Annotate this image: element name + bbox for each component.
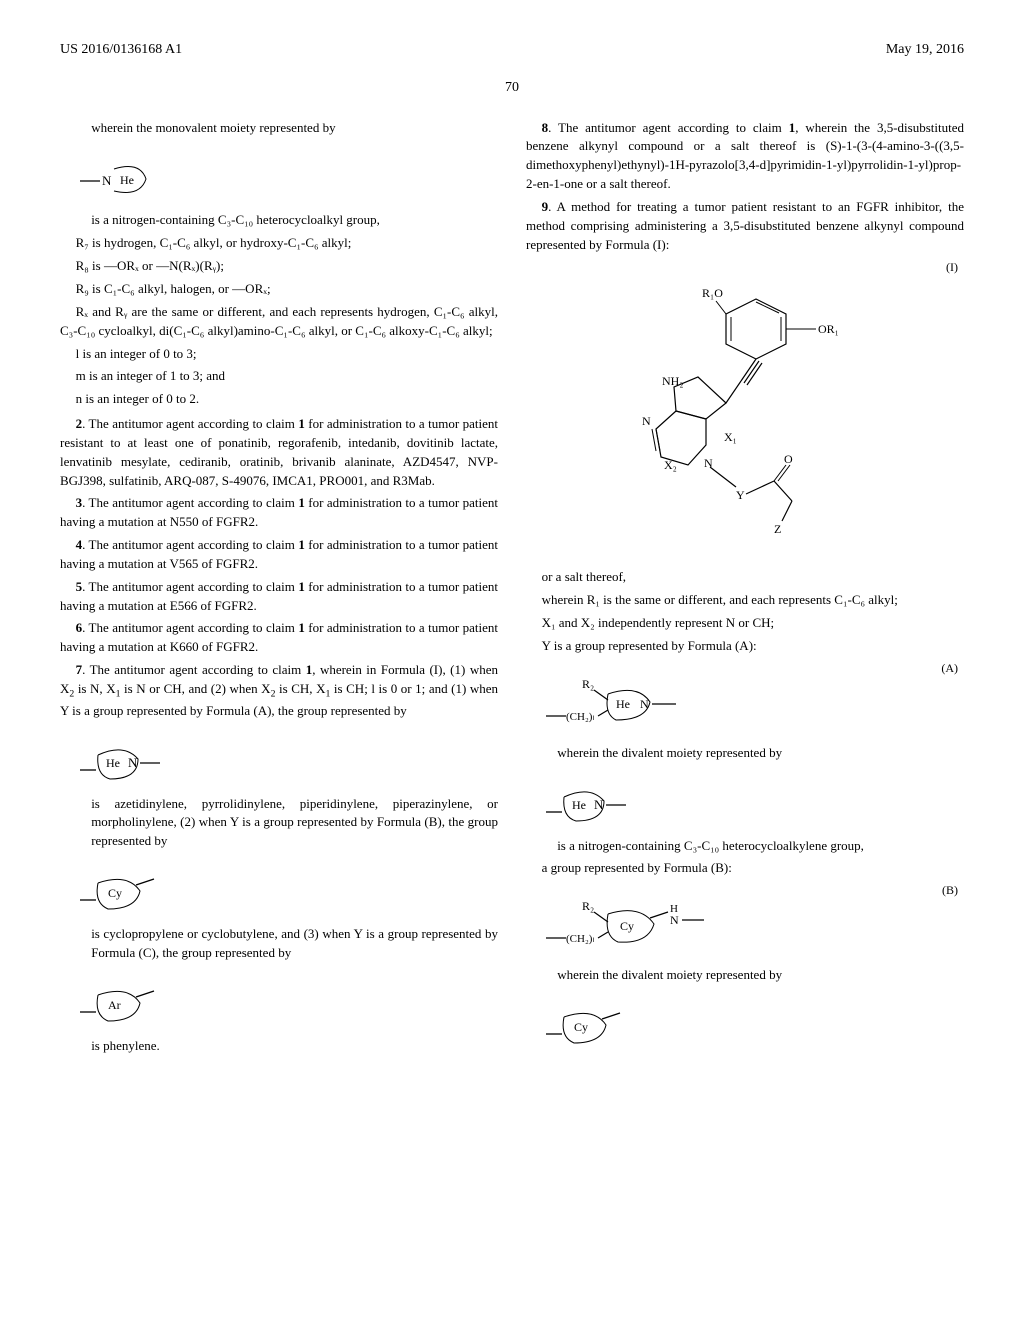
svg-text:N: N [642,414,651,428]
content-columns: wherein the monovalent moiety represente… [60,119,964,1060]
para: R₇ is hydrogen, C₁-C₆ alkyl, or hydroxy-… [60,234,498,253]
svg-text:Cy: Cy [108,886,122,900]
svg-text:R₂: R₂ [582,677,594,691]
para: is azetidinylene, pyrrolidinylene, piper… [60,795,498,852]
para: R₈ is —ORₓ or —N(Rₓ)(Rᵧ); [60,257,498,276]
formula-n-he: N He [80,151,498,197]
formula-he-n-2: He N [546,777,964,823]
svg-text:N: N [594,797,604,812]
para: Rₓ and Rᵧ are the same or different, and… [60,303,498,341]
para: R₉ is C₁-C₆ alkyl, halogen, or —ORₓ; [60,280,498,299]
formula-A: R₂ (CH₂)ₗ He N [546,670,964,730]
svg-text:He: He [106,756,120,770]
svg-text:N: N [102,173,112,188]
svg-text:N: N [128,755,138,770]
svg-text:X₁: X₁ [724,430,737,444]
svg-text:N: N [670,913,679,927]
para: m is an integer of 1 to 3; and [60,367,498,386]
svg-text:X₂: X₂ [664,458,677,472]
svg-text:OR₁: OR₁ [818,322,839,336]
svg-text:He: He [616,697,630,711]
svg-text:Cy: Cy [574,1020,588,1034]
para: is a nitrogen-containing C₃-C₁₀ heterocy… [60,211,498,230]
claim-6: 6. The antitumor agent according to clai… [60,619,498,657]
page-header: US 2016/0136168 A1 May 19, 2016 [60,40,964,60]
svg-text:(CH₂)ₗ: (CH₂)ₗ [566,711,594,723]
para: wherein the divalent moiety represented … [526,966,964,985]
svg-text:R₁O: R₁O [702,286,723,300]
publication-number: US 2016/0136168 A1 [60,40,182,60]
formula-label-I: (I) [946,259,958,276]
formula-B: R₂ (CH₂)ₗ Cy H N [546,892,964,952]
svg-text:Y: Y [736,488,745,502]
svg-text:Cy: Cy [620,919,634,933]
formula-he-n: He N [80,735,498,781]
svg-text:N: N [640,697,649,711]
svg-text:NH₂: NH₂ [662,374,684,388]
para: n is an integer of 0 to 2. [60,390,498,409]
formula-I-structure: R₁O OR₁ NH₂ N X₂ N X₁ [526,269,964,555]
svg-text:(CH₂)ₗ: (CH₂)ₗ [566,933,594,945]
para: or a salt thereof, [526,568,964,587]
right-column: 8. The antitumor agent according to clai… [526,119,964,1060]
formula-cy-2: Cy [546,999,964,1045]
svg-text:O: O [784,452,793,466]
claim-3: 3. The antitumor agent according to clai… [60,494,498,532]
para: is phenylene. [60,1037,498,1056]
claim-9: 9. A method for treating a tumor patient… [526,198,964,255]
publication-date: May 19, 2016 [886,40,964,60]
formula-ar: Ar [80,977,498,1023]
para: wherein R₁ is the same or different, and… [526,591,964,610]
formula-cy: Cy [80,865,498,911]
left-column: wherein the monovalent moiety represente… [60,119,498,1060]
para: Y is a group represented by Formula (A): [526,637,964,656]
svg-text:He: He [572,798,586,812]
svg-text:R₂: R₂ [582,899,594,913]
para: a group represented by Formula (B): [526,859,964,878]
page-number: 70 [60,78,964,98]
claim-7: 7. The antitumor agent according to clai… [60,661,498,720]
para: is cyclopropylene or cyclobutylene, and … [60,925,498,963]
para: l is an integer of 0 to 3; [60,345,498,364]
claim-4: 4. The antitumor agent according to clai… [60,536,498,574]
svg-text:Ar: Ar [108,998,121,1012]
claim-2: 22. The antitumor agent according to cla… [60,415,498,490]
claim-8: 8. The antitumor agent according to clai… [526,119,964,194]
svg-text:He: He [120,173,134,187]
para: wherein the divalent moiety represented … [526,744,964,763]
para: is a nitrogen-containing C₃-C₁₀ heterocy… [526,837,964,856]
para: wherein the monovalent moiety represente… [60,119,498,138]
svg-text:Z: Z [774,522,781,536]
claim-5: 5. The antitumor agent according to clai… [60,578,498,616]
para: X₁ and X₂ independently represent N or C… [526,614,964,633]
